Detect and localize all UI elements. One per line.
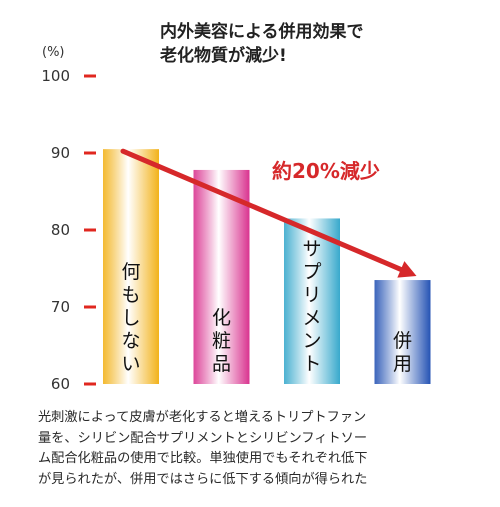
caption-line-3: ム配合化粧品の使用で比較。単独使用でもそれぞれ低下 [38,451,368,466]
y-tick-label-60: 60 [51,375,70,393]
bar-2 [193,169,250,384]
chart-title-line-2: 老化物質が減少! [160,46,287,66]
bar-3 [284,218,340,384]
bar-label-3: サプリメント [302,238,321,375]
decrease-arrow-line [120,148,404,272]
bar-label-2: 化粧品 [212,307,231,375]
y-tick-label-70: 70 [51,298,70,316]
caption-line-4: が見られたが、併用ではさらに低下する傾向が得られた [38,471,368,487]
y-tick-label-90: 90 [51,144,70,162]
decrease-arrow-head [397,261,417,278]
y-tick-label-100: 100 [41,67,70,85]
caption-line-1: 光刺激によって皮膚が老化すると増えるトリプトファン [38,410,367,425]
chart-caption: 光刺激によって皮膚が老化すると増えるトリプトファン 量を、シリビン配合サプリメン… [38,408,488,490]
caption-line-2: 量を、シリビン配合サプリメントとシリビンフィトソー [38,430,368,446]
bar-4 [374,280,431,384]
bar-label-4: 併用 [393,330,412,375]
y-axis-unit-label: (%) [42,45,65,60]
chart-title-line-1: 内外美容による併用効果で [160,22,364,42]
y-tick-label-80: 80 [51,221,70,239]
bar-1 [103,149,159,384]
reduction-annotation: 約20%減少 [272,159,380,183]
chart-title: 内外美容による併用効果で 老化物質が減少! [160,20,490,68]
bar-label-1: 何もしない [121,261,140,375]
